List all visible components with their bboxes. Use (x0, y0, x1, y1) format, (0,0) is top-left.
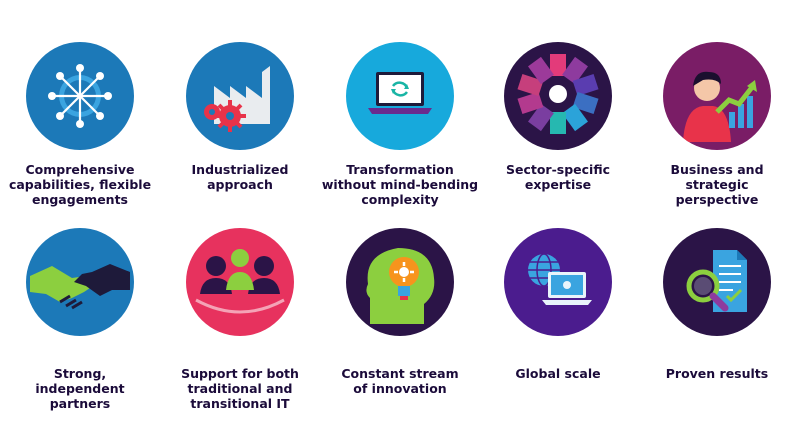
benefit-label: Transformation without mind-bending comp… (321, 162, 479, 207)
benefit-label: Global scale (515, 366, 601, 381)
color-wheel-icon (504, 42, 612, 150)
benefit-label: Sector-specific expertise (505, 162, 611, 192)
benefit-label: Support for both traditional and transit… (181, 366, 299, 411)
benefit-item: Support for both traditional and transit… (160, 228, 320, 411)
benefit-item: Strong, independent partners (0, 228, 160, 411)
benefit-label: Industrialized approach (191, 162, 289, 192)
team-people-icon (186, 228, 294, 336)
handshake-icon (26, 228, 134, 336)
benefit-item: Transformation without mind-bending comp… (320, 42, 480, 207)
network-hub-icon (26, 42, 134, 150)
factory-gears-icon (186, 42, 294, 150)
benefit-label: Comprehensive capabilities, flexible eng… (8, 162, 152, 207)
benefit-item: Sector-specific expertise (478, 42, 638, 192)
benefit-item: Proven results (637, 228, 797, 381)
document-magnifier-icon (663, 228, 771, 336)
head-lightbulb-icon (346, 228, 454, 336)
laptop-sync-icon (346, 42, 454, 150)
globe-laptop-icon (504, 228, 612, 336)
person-growth-chart-icon (663, 42, 771, 150)
benefit-item: Global scale (478, 228, 638, 381)
benefit-item: Business and strategic perspective (637, 42, 797, 207)
benefit-label: Strong, independent partners (35, 366, 125, 411)
benefit-label: Constant stream of innovation (341, 366, 459, 396)
benefit-item: Constant stream of innovation (320, 228, 480, 396)
benefit-label: Proven results (665, 366, 769, 381)
benefit-item: Comprehensive capabilities, flexible eng… (0, 42, 160, 207)
benefit-item: Industrialized approach (160, 42, 320, 192)
benefit-label: Business and strategic perspective (670, 162, 764, 207)
